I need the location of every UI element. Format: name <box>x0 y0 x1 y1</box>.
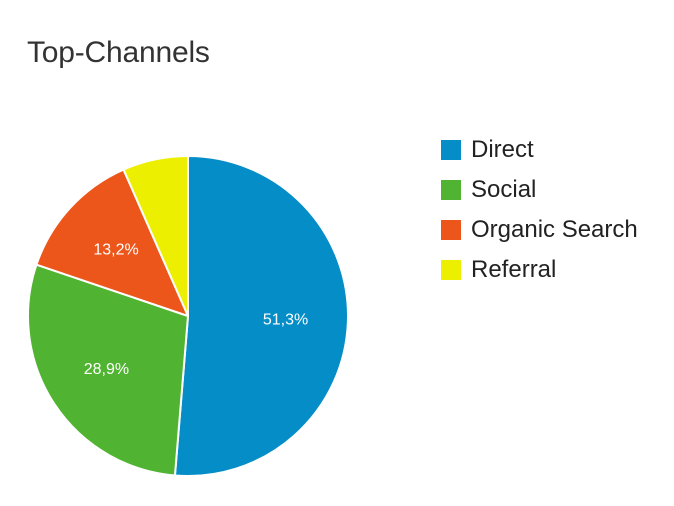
legend-item-referral[interactable]: Referral <box>441 250 638 290</box>
pie-slice-organic-search[interactable] <box>35 168 189 317</box>
pie-slice-referral[interactable] <box>122 155 189 317</box>
legend-label-organic-search: Organic Search <box>471 216 638 243</box>
data-label-direct: 51,3% <box>263 311 308 328</box>
legend-swatch-organic-search <box>441 220 461 240</box>
pie-slice-direct[interactable] <box>173 155 349 477</box>
legend-item-social[interactable]: Social <box>441 170 638 210</box>
data-label-social: 28,9% <box>84 361 129 378</box>
legend-item-organic-search[interactable]: Organic Search <box>441 210 638 250</box>
legend-label-referral: Referral <box>471 256 557 283</box>
legend-swatch-social <box>441 180 461 200</box>
pie-slice-social[interactable] <box>27 263 189 477</box>
legend-item-direct[interactable]: Direct <box>441 130 638 170</box>
legend-swatch-referral <box>441 260 461 280</box>
legend-swatch-direct <box>441 140 461 160</box>
data-label-organic-search: 13,2% <box>93 242 138 259</box>
legend-label-direct: Direct <box>471 136 534 163</box>
chart-title: Top-Channels <box>27 36 210 69</box>
legend-label-social: Social <box>471 176 537 203</box>
chart-legend: Direct Social Organic Search Referral <box>441 130 638 290</box>
